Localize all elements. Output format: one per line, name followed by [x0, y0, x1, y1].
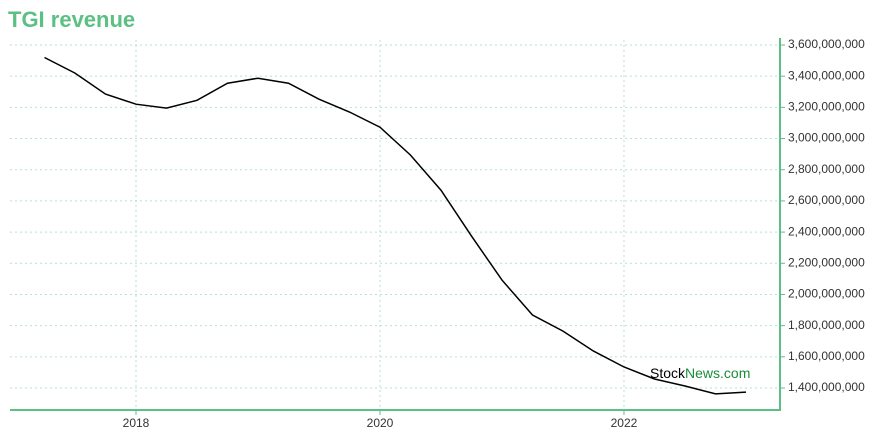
y-tick-label: 1,800,000,000	[788, 318, 865, 332]
line	[44, 56, 747, 395]
y-tick-label: 3,000,000,000	[788, 131, 865, 145]
watermark: StockNews.com	[650, 365, 750, 381]
y-tick-label: 3,200,000,000	[788, 100, 865, 114]
y-tick-label: 3,400,000,000	[788, 68, 865, 82]
x-tick-label: 2020	[367, 416, 394, 430]
y-tick-label: 1,600,000,000	[788, 349, 865, 363]
watermark-part: Stock	[650, 365, 686, 381]
x-tick-label: 2018	[123, 416, 150, 430]
y-tick-label: 2,000,000,000	[788, 287, 865, 301]
y-tick-label: 2,800,000,000	[788, 162, 865, 176]
chart-title: TGI revenue	[8, 7, 135, 32]
y-tick-label: 1,400,000,000	[788, 380, 865, 394]
y-tick-label: 2,400,000,000	[788, 224, 865, 238]
y-tick-label: 2,600,000,000	[788, 193, 865, 207]
y-tick-label: 3,600,000,000	[788, 37, 865, 51]
watermark-part: News.com	[685, 365, 750, 381]
y-tick-label: 2,200,000,000	[788, 255, 865, 269]
x-tick-label: 2022	[611, 416, 638, 430]
